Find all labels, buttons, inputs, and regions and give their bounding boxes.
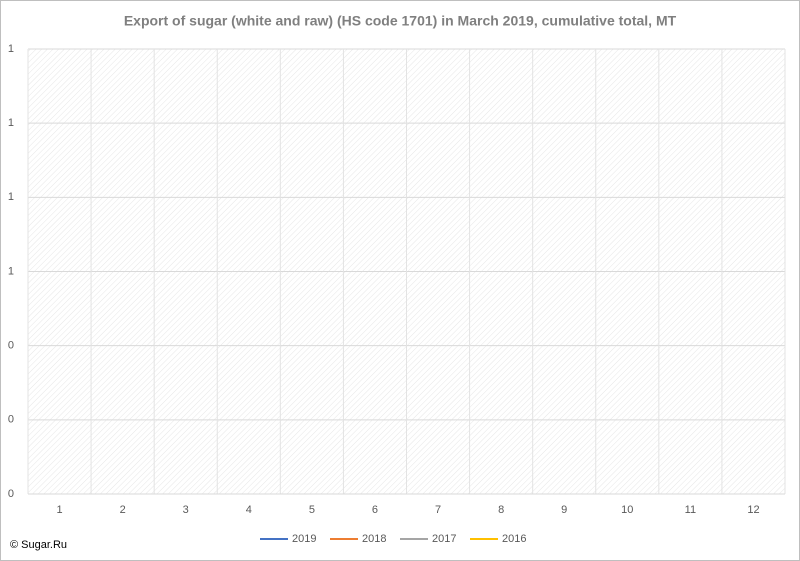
- x-tick-label: 2: [120, 504, 126, 516]
- y-tick-label: 0: [8, 488, 14, 500]
- y-tick-label: 0: [8, 340, 14, 352]
- x-tick-label: 8: [498, 504, 504, 516]
- x-tick-label: 9: [561, 504, 567, 516]
- y-tick-label: 1: [8, 265, 14, 277]
- x-tick-label: 6: [372, 504, 378, 516]
- x-tick-label: 3: [183, 504, 189, 516]
- chart-title: Export of sugar (white and raw) (HS code…: [124, 13, 677, 29]
- y-tick-label: 1: [8, 43, 14, 55]
- x-tick-label: 7: [435, 504, 441, 516]
- source-note: © Sugar.Ru: [10, 539, 67, 551]
- legend-label: 2017: [432, 533, 456, 545]
- x-tick-label: 10: [621, 504, 633, 516]
- y-tick-label: 1: [8, 117, 14, 129]
- legend-label: 2016: [502, 533, 526, 545]
- y-tick-label: 1: [8, 191, 14, 203]
- x-tick-label: 1: [56, 504, 62, 516]
- x-tick-label: 12: [747, 504, 759, 516]
- legend-label: 2018: [362, 533, 386, 545]
- x-tick-label: 5: [309, 504, 315, 516]
- legend-label: 2019: [292, 533, 316, 545]
- y-tick-label: 0: [8, 414, 14, 426]
- x-tick-label: 4: [246, 504, 252, 516]
- x-tick-label: 11: [685, 504, 696, 516]
